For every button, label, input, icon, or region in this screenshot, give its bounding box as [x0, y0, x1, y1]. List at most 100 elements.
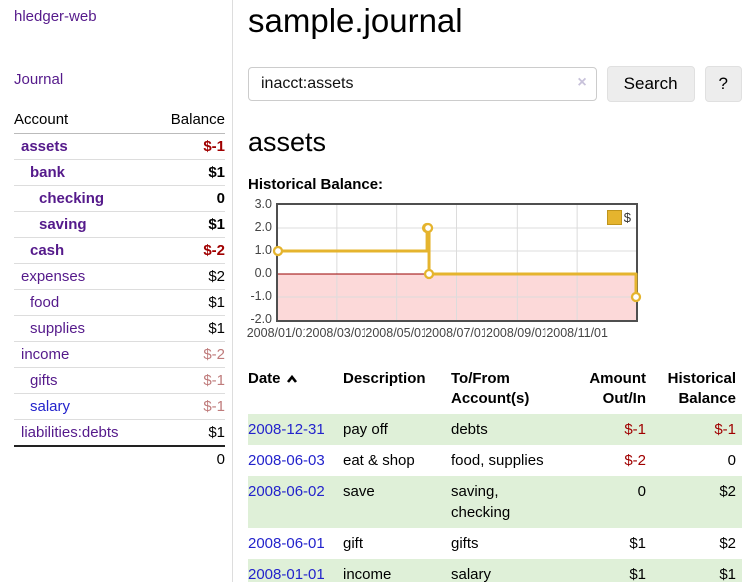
txn-accounts: food, supplies — [451, 451, 544, 469]
x-axis-tick-label: 2008/01/01 — [245, 326, 311, 340]
account-link-cash[interactable]: cash — [30, 242, 65, 259]
y-axis-tick-label: -1.0 — [250, 289, 272, 303]
txn-amount: 0 — [637, 482, 646, 500]
account-balance: $-2 — [152, 237, 225, 264]
y-axis-tick-label: 0.0 — [254, 266, 272, 280]
x-axis-tick-label: 2008/11/01 — [545, 326, 609, 340]
txn-balance: 0 — [727, 451, 736, 469]
account-balance: $1 — [152, 211, 225, 238]
legend-label: $ — [623, 210, 631, 225]
account-balance: $1 — [152, 159, 225, 186]
account-link-expenses[interactable]: expenses — [21, 268, 86, 285]
search-input[interactable] — [248, 67, 597, 101]
txn-accounts: saving, checking — [451, 482, 511, 521]
txn-date-link[interactable]: 2008-12-31 — [248, 420, 325, 438]
y-axis-tick-label: 3.0 — [254, 197, 272, 211]
brand-link[interactable]: hledger-web — [14, 8, 97, 25]
txn-accounts: salary — [451, 565, 492, 582]
chart-legend: $ — [606, 210, 631, 225]
account-link-assets[interactable]: assets — [21, 138, 68, 155]
txn-balance: $1 — [719, 565, 736, 582]
chart-plot-area: $ — [272, 203, 642, 322]
account-balance: $1 — [152, 289, 225, 316]
txn-accounts: debts — [451, 420, 488, 438]
txn-description: gift — [343, 534, 364, 552]
account-link-salary[interactable]: salary — [30, 398, 71, 415]
txn-date-link[interactable]: 2008-06-03 — [248, 451, 325, 469]
register-row: 2008-06-03 eat & shop food, supplies $-2… — [248, 445, 742, 476]
txn-date-link[interactable]: 2008-06-01 — [248, 534, 325, 552]
account-link-liabilities-debts[interactable]: liabilities:debts — [21, 424, 119, 441]
account-balance: $-1 — [152, 393, 225, 420]
account-row: expenses $2 — [14, 263, 225, 290]
search-form: × Search ? — [248, 66, 742, 102]
txn-amount: $-1 — [624, 420, 646, 438]
account-balance: $2 — [152, 263, 225, 290]
account-balance: $-1 — [152, 367, 225, 394]
txn-amount: $1 — [629, 534, 646, 552]
accounts-total-value: 0 — [152, 445, 225, 472]
register-table: Date Description To/From Account(s) Amou… — [248, 365, 742, 582]
col-accounts: To/From Account(s) — [451, 370, 530, 408]
account-balance: $1 — [152, 315, 225, 342]
account-link-bank[interactable]: bank — [30, 164, 66, 181]
account-row: liabilities:debts $1 — [14, 419, 225, 446]
account-row: cash $-2 — [14, 237, 225, 264]
account-row: supplies $1 — [14, 315, 225, 342]
account-row: assets $-1 — [14, 134, 225, 160]
account-link-saving[interactable]: saving — [39, 216, 87, 233]
account-link-supplies[interactable]: supplies — [30, 320, 86, 337]
chart-canvas — [272, 205, 642, 320]
sidebar: hledger-web Journal Account Balance asse… — [0, 0, 233, 582]
txn-description: pay off — [343, 420, 388, 438]
accounts-col-balance: Balance — [152, 108, 225, 134]
col-date[interactable]: Date — [248, 365, 343, 414]
txn-balance: $2 — [719, 482, 736, 500]
account-row: food $1 — [14, 289, 225, 316]
account-link-food[interactable]: food — [30, 294, 60, 311]
col-date-label: Date — [248, 370, 281, 387]
account-row: saving $1 — [14, 211, 225, 238]
nav-journal-link[interactable]: Journal — [14, 71, 64, 88]
y-axis-tick-label: -2.0 — [250, 312, 272, 326]
txn-date-link[interactable]: 2008-01-01 — [248, 565, 325, 582]
account-balance: 0 — [152, 185, 225, 212]
historical-balance-chart: $ 3.0 2.0 1.0 0.0 -1.0 -2.0 2008/01/01 2008/03/… — [245, 197, 742, 345]
txn-date-link[interactable]: 2008-06-02 — [248, 482, 325, 500]
txn-amount: $-2 — [624, 451, 646, 469]
account-row: gifts $-1 — [14, 367, 225, 394]
sort-asc-icon — [286, 370, 298, 390]
txn-amount: $1 — [629, 565, 646, 582]
txn-balance: $-1 — [714, 420, 736, 438]
register-header-row: Date Description To/From Account(s) Amou… — [248, 365, 742, 414]
account-row: salary $-1 — [14, 393, 225, 420]
x-axis-tick-label: 2008/09/01 — [485, 326, 550, 340]
chart-heading: Historical Balance: — [248, 176, 384, 193]
account-link-income[interactable]: income — [21, 346, 70, 363]
page-title: sample.journal — [248, 2, 463, 39]
account-balance: $1 — [152, 419, 225, 446]
txn-description: income — [343, 565, 392, 582]
search-button[interactable]: Search — [606, 66, 695, 102]
account-row: bank $1 — [14, 159, 225, 186]
x-axis-tick-label: 2008/03/01 — [304, 326, 370, 340]
clear-search-icon[interactable]: × — [577, 74, 587, 91]
account-row: checking 0 — [14, 185, 225, 212]
accounts-total-row: 0 — [14, 445, 225, 472]
x-axis-tick-label: 2008/05/01 — [364, 326, 429, 340]
search-input-wrap: × — [248, 67, 597, 101]
accounts-table: Account Balance assets $-1 bank $1 check… — [14, 108, 225, 472]
y-axis-tick-label: 2.0 — [254, 220, 272, 234]
account-link-gifts[interactable]: gifts — [30, 372, 58, 389]
col-description: Description — [343, 370, 426, 387]
txn-description: eat & shop — [343, 451, 415, 469]
account-link-checking[interactable]: checking — [39, 190, 105, 207]
register-row: 2008-01-01 income salary $1 $1 — [248, 558, 742, 582]
account-balance: $-2 — [152, 341, 225, 368]
col-amount: Amount Out/In — [589, 370, 646, 408]
txn-accounts: gifts — [451, 534, 479, 552]
register-row: 2008-12-31 pay off debts $-1 $-1 — [248, 413, 742, 445]
help-button[interactable]: ? — [704, 66, 742, 102]
txn-balance: $2 — [719, 534, 736, 552]
